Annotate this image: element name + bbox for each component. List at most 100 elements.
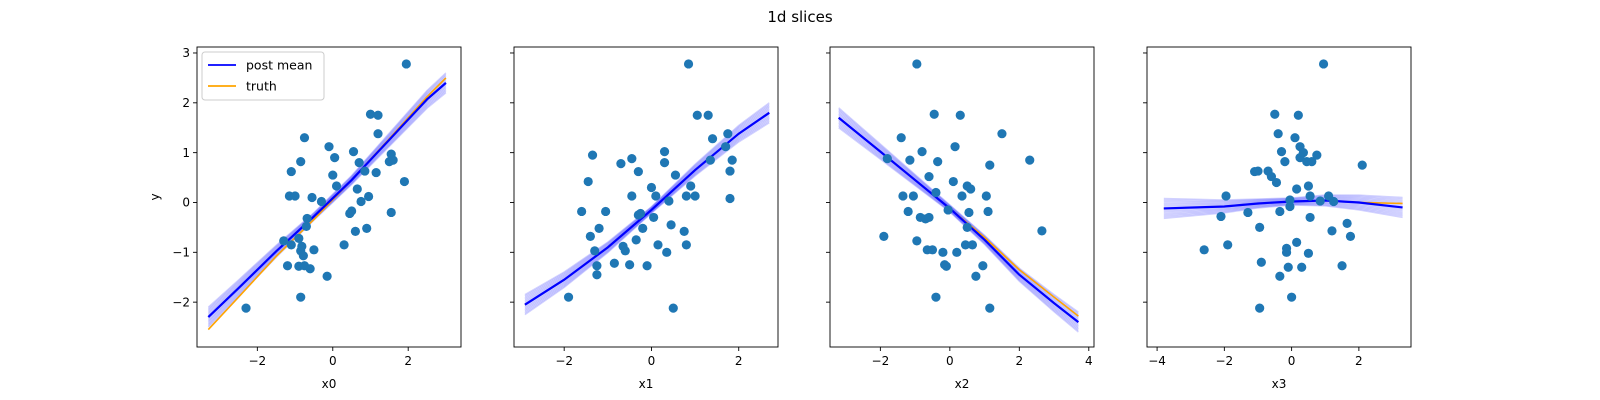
scatter-point: [898, 191, 908, 201]
scatter-point: [649, 212, 659, 223]
legend: post mean truth: [201, 51, 325, 101]
scatter-point: [705, 155, 715, 165]
scatter-point: [620, 246, 630, 256]
scatter-point: [1292, 237, 1302, 247]
scatter-point: [307, 192, 317, 203]
scatter-point: [241, 303, 251, 313]
scatter-point: [364, 191, 374, 202]
posterior-sample-line: [838, 108, 1079, 315]
scatter-point: [983, 206, 993, 217]
posterior-sample-line: [207, 73, 447, 310]
axes-frame: [513, 46, 779, 348]
scatter-point: [1270, 109, 1280, 119]
scatter-point: [664, 196, 674, 206]
scatter-points: [241, 59, 411, 313]
scatter-point: [1199, 245, 1209, 255]
scatter-point: [666, 220, 676, 230]
posterior-sample-line: [207, 72, 447, 308]
posterior-sample-line: [207, 76, 447, 313]
scatter-point: [301, 221, 311, 232]
x-tick-label: 2: [735, 354, 743, 368]
scatter-point: [282, 261, 293, 271]
subplot-x0: −2 0 2 −2 −1 0 1 2 3 x0 y post mean truth: [148, 46, 462, 391]
x-tick-label: 0: [329, 354, 337, 368]
scatter-point: [371, 167, 381, 178]
scatter-points: [879, 59, 1047, 313]
x-tick-label: 4: [1085, 354, 1093, 368]
scatter-point: [1292, 184, 1302, 194]
scatter-point: [1256, 257, 1266, 267]
scatter-point: [1303, 181, 1314, 191]
scatter-point: [1290, 133, 1300, 143]
scatter-point: [322, 271, 332, 281]
scatter-point: [296, 157, 306, 167]
scatter-point: [955, 110, 965, 120]
plot-area: [524, 59, 770, 316]
scatter-point: [594, 223, 604, 233]
scatter-point: [305, 264, 315, 274]
scatter-point: [653, 240, 663, 250]
scatter-point: [1287, 292, 1297, 302]
scatter-point: [583, 176, 593, 187]
scatter-point: [912, 59, 922, 69]
scatter-point: [1329, 196, 1339, 207]
scatter-point: [1285, 195, 1295, 205]
scatter-point: [638, 223, 648, 233]
y-axis-label: y: [148, 193, 162, 200]
x-tick-label: −2: [872, 354, 890, 368]
scatter-point: [347, 206, 357, 216]
x-axis-label: x1: [639, 377, 654, 391]
posterior-sample-line: [524, 103, 770, 297]
scatter-point: [616, 159, 626, 169]
scatter-point: [1357, 160, 1367, 170]
scatter-point: [627, 191, 637, 201]
y-tick-label: −1: [172, 246, 190, 260]
scatter-point: [1280, 157, 1290, 167]
scatter-point: [1342, 218, 1352, 229]
scatter-point: [609, 258, 619, 268]
scatter-point: [1305, 212, 1315, 223]
posterior-sample-line: [207, 90, 447, 327]
scatter-point: [964, 207, 974, 218]
scatter-point: [631, 235, 641, 245]
scatter-point: [316, 196, 327, 207]
scatter-point: [929, 109, 939, 119]
y-tick-label: −2: [172, 295, 190, 309]
scatter-point: [952, 247, 962, 257]
scatter-point: [352, 184, 362, 194]
scatter-point: [585, 231, 595, 241]
scatter-point: [703, 110, 713, 120]
posterior-sample-line: [524, 119, 770, 313]
scatter-point: [924, 171, 934, 182]
posterior-sample-line: [524, 120, 770, 314]
scatter-point: [690, 191, 700, 201]
post-mean-line: [207, 82, 447, 318]
scatter-point: [1255, 303, 1265, 313]
scatter-point: [348, 147, 359, 157]
scatter-point: [339, 240, 349, 250]
scatter-point: [997, 129, 1007, 139]
scatter-point: [651, 191, 661, 201]
legend-box: [201, 51, 325, 101]
figure-title: 1d slices: [767, 8, 832, 26]
x-tick-label: −4: [1148, 354, 1166, 368]
scatter-point: [931, 292, 941, 302]
scatter-point: [985, 160, 995, 170]
scatter-point: [1255, 222, 1265, 232]
posterior-sample-line: [207, 89, 447, 325]
scatter-point: [633, 166, 643, 177]
subplot-x1: −2 0 2 x1: [510, 46, 779, 391]
scatter-point: [298, 251, 308, 261]
posterior-sample-line: [524, 105, 770, 299]
scatter-point: [948, 176, 958, 187]
scatter-point: [931, 187, 941, 198]
y-tick-label: 0: [182, 196, 190, 210]
plot-area: [1163, 59, 1403, 313]
posterior-sample-line: [524, 106, 770, 300]
scatter-point: [670, 170, 681, 180]
scatter-point: [882, 154, 892, 164]
scatter-point: [401, 59, 411, 69]
scatter-point: [294, 233, 304, 243]
scatter-point: [1345, 231, 1356, 241]
scatter-point: [721, 142, 731, 152]
